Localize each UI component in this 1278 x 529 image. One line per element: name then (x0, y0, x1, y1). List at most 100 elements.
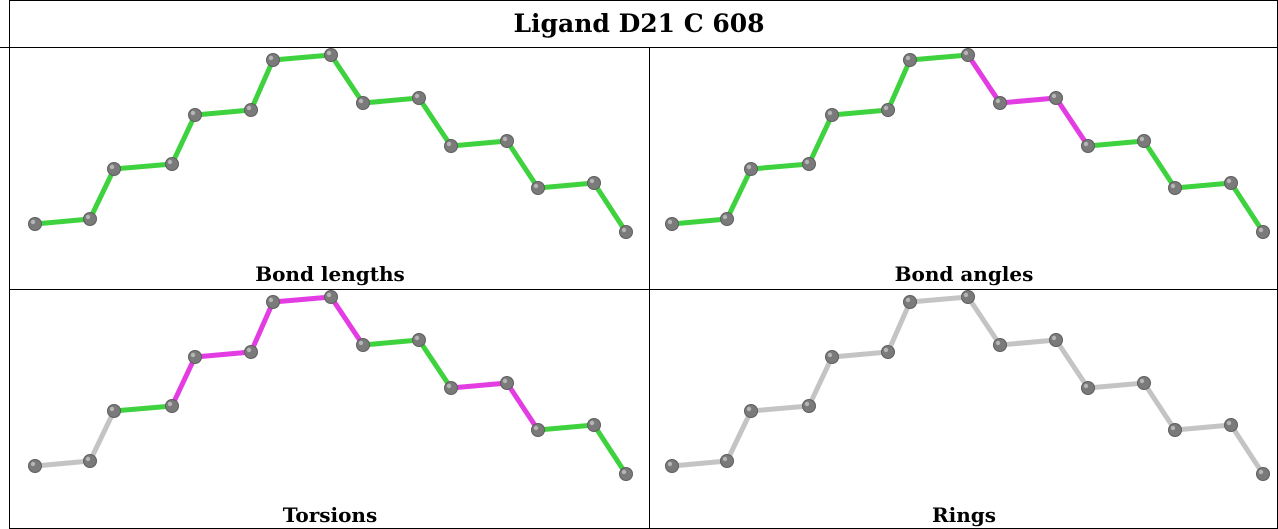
atom (619, 467, 633, 481)
molecule-bond-angles (665, 48, 1270, 239)
atom-highlight (905, 297, 911, 303)
atom (881, 345, 895, 359)
panel-label-torsions: Torsions (282, 503, 378, 527)
atom (28, 217, 42, 231)
bond (1141, 138, 1178, 191)
atom (28, 459, 42, 473)
atom-highlight (804, 401, 810, 407)
bond (591, 422, 629, 477)
bond (535, 180, 597, 191)
bond (169, 354, 198, 409)
atom-highlight (533, 425, 539, 431)
bond (360, 95, 422, 106)
atom-highlight (883, 105, 889, 111)
atom (107, 162, 121, 176)
atom-highlight (1051, 93, 1057, 99)
atom (531, 423, 545, 437)
atom (665, 217, 679, 231)
atom (744, 404, 758, 418)
atom-highlight (827, 110, 833, 116)
molecule-torsions (28, 290, 633, 481)
atom (500, 134, 514, 148)
atom (356, 338, 370, 352)
bond (32, 216, 93, 227)
bond (504, 138, 541, 191)
atom (993, 338, 1007, 352)
atom-highlight (85, 456, 91, 462)
bond (360, 337, 422, 348)
bond (1172, 180, 1234, 191)
bond (535, 422, 597, 433)
bond (806, 354, 835, 409)
atom (266, 53, 280, 67)
atom-highlight (1139, 378, 1145, 384)
atom-highlight (414, 93, 420, 99)
atom-highlight (621, 469, 627, 475)
atom (961, 48, 975, 62)
atom (825, 350, 839, 364)
atom (881, 103, 895, 117)
bond (416, 95, 454, 149)
atom-highlight (667, 219, 673, 225)
bond (885, 57, 913, 113)
atom (1049, 91, 1063, 105)
bond (111, 161, 175, 172)
atom-highlight (1226, 178, 1232, 184)
bond (965, 52, 1003, 106)
bond (328, 52, 366, 106)
atom (587, 176, 601, 190)
atom (1137, 376, 1151, 390)
atom-highlight (268, 297, 274, 303)
atom (500, 376, 514, 390)
atom-highlight (963, 292, 969, 298)
atom-highlight (621, 227, 627, 233)
atom-highlight (722, 456, 728, 462)
atom-highlight (1170, 425, 1176, 431)
bond (87, 408, 117, 464)
bond (748, 403, 812, 414)
atom (665, 459, 679, 473)
bond (1172, 422, 1234, 433)
bond (328, 294, 366, 348)
atom (903, 53, 917, 67)
atom (1168, 181, 1182, 195)
bond (829, 107, 891, 118)
atom-highlight (109, 164, 115, 170)
atom-highlight (446, 141, 452, 147)
atom (83, 212, 97, 226)
atom (1256, 225, 1270, 239)
atom-highlight (167, 401, 173, 407)
atom-highlight (804, 159, 810, 165)
molecule-bond-lengths (28, 48, 633, 239)
bond (965, 294, 1003, 348)
bond (248, 57, 276, 113)
atom-highlight (1258, 469, 1264, 475)
atom-highlight (746, 406, 752, 412)
atom-highlight (1258, 227, 1264, 233)
atom (83, 454, 97, 468)
panel-label-bond-angles: Bond angles (894, 262, 1034, 286)
atom (1256, 467, 1270, 481)
bond (192, 349, 254, 360)
bond (669, 216, 730, 227)
atom-highlight (268, 55, 274, 61)
atom (266, 295, 280, 309)
atom-highlight (1083, 141, 1089, 147)
atom-highlight (905, 55, 911, 61)
bond (270, 52, 334, 63)
atom (324, 48, 338, 62)
atom-highlight (190, 352, 196, 358)
atom-highlight (883, 347, 889, 353)
atom (1168, 423, 1182, 437)
bond (192, 107, 254, 118)
bond (669, 458, 730, 469)
bond (448, 380, 510, 391)
bond (591, 180, 629, 235)
atom (993, 96, 1007, 110)
atom (244, 103, 258, 117)
bond (1085, 138, 1147, 149)
atom (961, 290, 975, 304)
atom (412, 333, 426, 347)
atom-highlight (414, 335, 420, 341)
atom-highlight (1083, 383, 1089, 389)
